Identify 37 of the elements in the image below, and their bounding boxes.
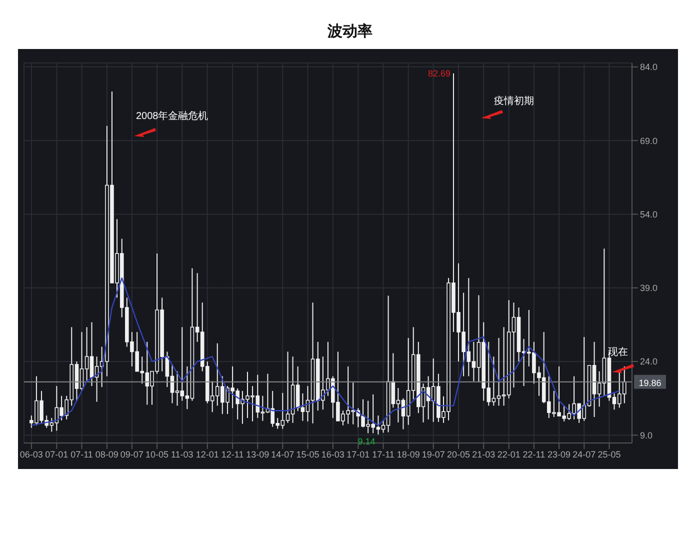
y-tick-label: 24.0 [640, 356, 658, 367]
x-tick-label: 06-03 [20, 449, 43, 460]
annotation: 疫情初期 [494, 94, 534, 108]
y-tick-label: 54.0 [640, 209, 658, 220]
x-tick-label: 07-11 [70, 449, 93, 460]
x-tick-label: 22-01 [497, 449, 520, 460]
x-tick-label: 07-01 [45, 449, 68, 460]
x-tick-label: 13-09 [246, 449, 270, 460]
x-tick-label: 24-07 [572, 449, 596, 460]
x-tick-label: 09-07 [120, 449, 144, 460]
annotation: 现在 [608, 346, 628, 359]
x-tick-label: 17-11 [372, 449, 394, 460]
x-tick-label: 15-05 [296, 449, 320, 460]
x-tick-label: 25-05 [598, 449, 621, 460]
x-tick-label: 10-05 [146, 449, 169, 460]
x-tick-label: 22-11 [522, 449, 546, 460]
annotation: 9.14 [358, 436, 376, 446]
x-tick-label: 12-01 [196, 449, 219, 460]
x-tick-label: 11-03 [170, 449, 194, 460]
x-tick-label: 12-11 [221, 449, 244, 460]
annotation: 2008年金融危机 [136, 110, 208, 123]
x-tick-label: 17-01 [346, 449, 370, 460]
annotation: 82.69 [428, 68, 450, 78]
y-tick-label: 9.0 [640, 430, 653, 440]
x-tick-label: 20-05 [447, 449, 470, 460]
y-tick-label: 84.0 [640, 62, 658, 72]
x-tick-label: 21-03 [472, 449, 496, 460]
x-tick-label: 16-03 [321, 449, 344, 460]
x-tick-label: 14-07 [271, 449, 294, 460]
x-tick-label: 19-07 [422, 449, 445, 460]
y-tick-label: 39.0 [640, 283, 658, 294]
x-tick-label: 18-09 [396, 449, 420, 460]
x-tick-label: 08-09 [95, 449, 118, 460]
ref-line-label: 19.86 [638, 378, 662, 388]
x-tick-label: 23-09 [548, 449, 571, 460]
y-tick-label: 69.0 [640, 136, 658, 146]
chart-title: 波动率 [326, 22, 374, 42]
